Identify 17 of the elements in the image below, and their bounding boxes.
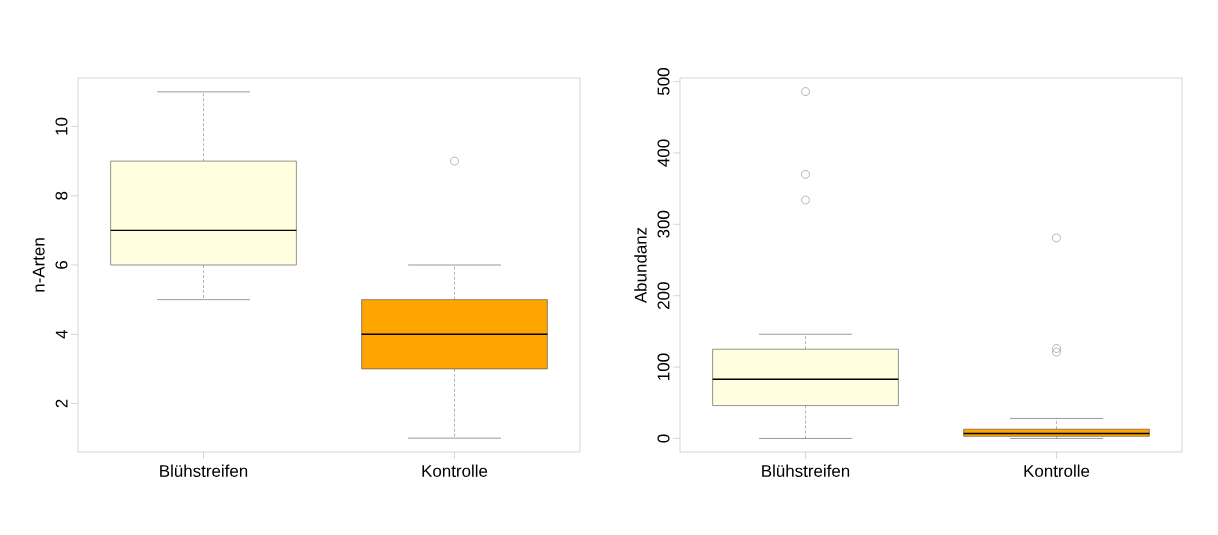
x-tick-label: Kontrolle: [422, 464, 488, 477]
y-tick-label: 6: [55, 261, 68, 269]
y-tick-label: 10: [55, 117, 68, 135]
y-tick-label: 100: [657, 353, 670, 380]
x-tick-label: Kontrolle: [1024, 464, 1090, 477]
y-tick-label: 200: [657, 282, 670, 309]
y-tick-label: 4: [55, 330, 68, 339]
y-tick-label: 400: [657, 139, 670, 167]
y-axis-title: n-Arten: [32, 238, 45, 292]
y-axis-title: Abundanz: [634, 227, 647, 304]
x-tick-label: Blühstreifen: [762, 464, 850, 477]
y-tick-label: 500: [657, 68, 670, 96]
y-tick-label: 0: [657, 434, 670, 443]
y-tick-label: 8: [55, 191, 68, 200]
y-tick-label: 300: [657, 210, 670, 238]
y-tick-label: 2: [55, 399, 68, 408]
x-tick-label: Blühstreifen: [160, 464, 248, 477]
